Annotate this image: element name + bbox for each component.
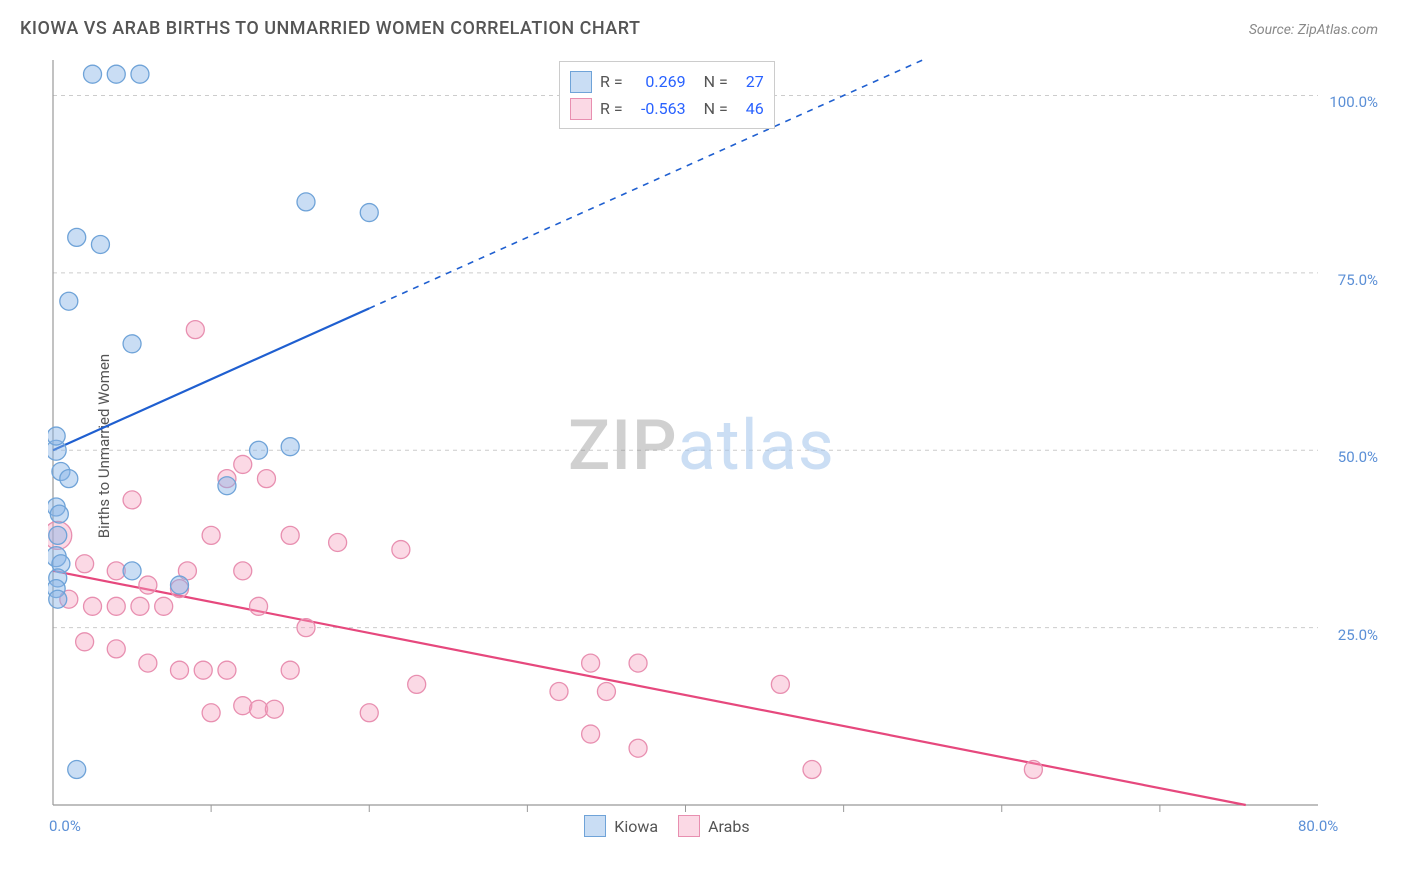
scatter-plot: ZIPatlas R =0.269N =27R =-0.563N =46 Kio… xyxy=(48,55,1388,845)
arabs-point xyxy=(234,697,252,715)
arabs-point xyxy=(597,682,615,700)
arabs-point xyxy=(408,675,426,693)
x-tick-label: 0.0% xyxy=(49,817,81,835)
arabs-point xyxy=(171,661,189,679)
stats-row-kiowa: R = 0.269 N = 27 xyxy=(570,68,764,95)
kiowa-point xyxy=(60,470,78,488)
n-value: 27 xyxy=(736,68,764,95)
arabs-point xyxy=(297,619,315,637)
arabs-point xyxy=(582,725,600,743)
kiowa-point xyxy=(107,65,125,83)
kiowa-point xyxy=(50,505,68,523)
r-value: -0.563 xyxy=(631,95,686,122)
arabs-point xyxy=(234,562,252,580)
arabs-point xyxy=(1024,761,1042,779)
arabs-point xyxy=(202,526,220,544)
arabs-point xyxy=(281,661,299,679)
kiowa-point xyxy=(68,761,86,779)
arabs-point xyxy=(392,541,410,559)
arabs-point xyxy=(550,682,568,700)
kiowa-point xyxy=(297,193,315,211)
arabs-point xyxy=(139,576,157,594)
arabs-point xyxy=(629,654,647,672)
arabs-point xyxy=(194,661,212,679)
arabs-point xyxy=(107,640,125,658)
arabs-point xyxy=(107,597,125,615)
r-label: R = xyxy=(600,68,623,95)
arabs-point xyxy=(234,455,252,473)
arabs-point xyxy=(131,597,149,615)
source-attribution: Source: ZipAtlas.com xyxy=(1249,22,1378,38)
kiowa-point xyxy=(49,590,67,608)
stats-row-arabs: R = -0.563 N = 46 xyxy=(570,95,764,122)
kiowa-point xyxy=(123,562,141,580)
y-tick-label: 100.0% xyxy=(1329,93,1378,111)
kiowa-point xyxy=(84,65,102,83)
arabs-swatch xyxy=(678,815,700,837)
n-label: N = xyxy=(704,95,728,122)
kiowa-point xyxy=(281,438,299,456)
kiowa-point xyxy=(218,477,236,495)
arabs-point xyxy=(139,654,157,672)
kiowa-point xyxy=(171,576,189,594)
x-tick-label: 80.0% xyxy=(1298,817,1338,835)
r-label: R = xyxy=(600,95,623,122)
kiowa-point xyxy=(360,204,378,222)
legend-label: Arabs xyxy=(708,817,750,836)
arabs-swatch xyxy=(570,98,592,120)
arabs-point xyxy=(155,597,173,615)
arabs-point xyxy=(629,739,647,757)
arabs-point xyxy=(360,704,378,722)
arabs-point xyxy=(218,661,236,679)
kiowa-point xyxy=(131,65,149,83)
arabs-point xyxy=(202,704,220,722)
arabs-point xyxy=(257,470,275,488)
n-label: N = xyxy=(704,68,728,95)
legend-item-kiowa: Kiowa xyxy=(584,815,658,837)
kiowa-swatch xyxy=(570,71,592,93)
kiowa-point xyxy=(68,228,86,246)
arabs-point xyxy=(803,761,821,779)
chart-title: KIOWA VS ARAB BIRTHS TO UNMARRIED WOMEN … xyxy=(20,18,640,39)
y-tick-label: 75.0% xyxy=(1338,271,1378,289)
y-tick-label: 50.0% xyxy=(1338,448,1378,466)
arabs-point xyxy=(281,526,299,544)
n-value: 46 xyxy=(736,95,764,122)
legend-label: Kiowa xyxy=(614,817,658,836)
series-legend: Kiowa Arabs xyxy=(584,815,749,837)
arabs-point xyxy=(123,491,141,509)
arabs-point xyxy=(84,597,102,615)
kiowa-point xyxy=(91,235,109,253)
arabs-point xyxy=(250,597,268,615)
arabs-point xyxy=(582,654,600,672)
kiowa-swatch xyxy=(584,815,606,837)
arabs-point xyxy=(265,700,283,718)
kiowa-point xyxy=(60,292,78,310)
arabs-point xyxy=(76,633,94,651)
kiowa-point xyxy=(123,335,141,353)
legend-item-arabs: Arabs xyxy=(678,815,750,837)
arabs-point xyxy=(76,555,94,573)
plot-svg xyxy=(48,55,1388,845)
kiowa-point xyxy=(48,427,65,445)
kiowa-point xyxy=(49,526,67,544)
kiowa-point xyxy=(250,441,268,459)
arabs-point xyxy=(771,675,789,693)
y-tick-label: 25.0% xyxy=(1338,626,1378,644)
arabs-point xyxy=(329,533,347,551)
correlation-stats-legend: R = 0.269 N = 27 R = -0.563 N = 46 xyxy=(559,61,775,129)
arabs-point xyxy=(186,321,204,339)
r-value: 0.269 xyxy=(631,68,686,95)
